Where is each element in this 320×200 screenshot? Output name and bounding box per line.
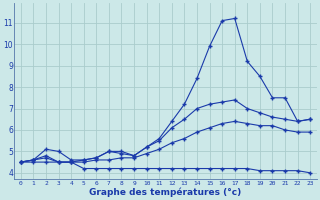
X-axis label: Graphe des températures (°c): Graphe des températures (°c)	[89, 187, 242, 197]
